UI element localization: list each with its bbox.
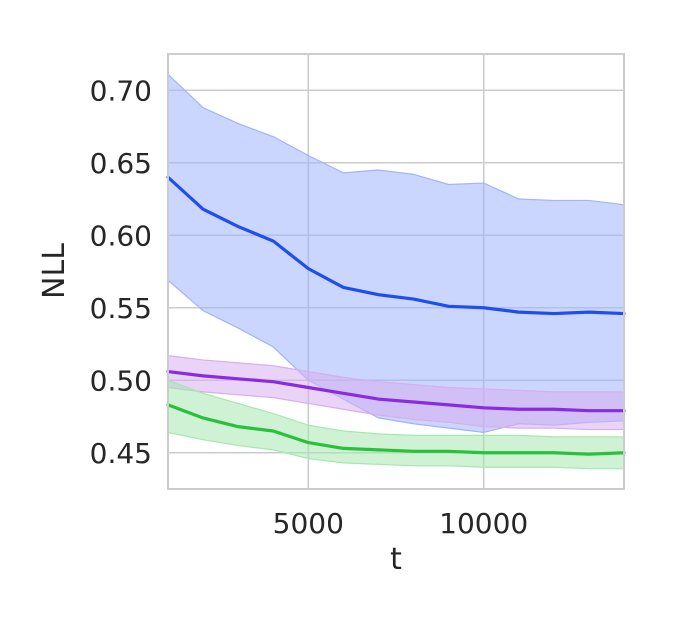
y-tick-label: 0.45	[90, 437, 152, 470]
y-tick-label: 0.50	[90, 364, 152, 397]
x-tick-label: 10000	[439, 507, 528, 540]
y-tick-label: 0.70	[90, 74, 152, 107]
y-tick-label: 0.55	[90, 292, 152, 325]
y-axis-label: NLL	[37, 243, 72, 299]
series-2-line	[166, 369, 626, 413]
x-axis-ticks: 5000 10000	[273, 507, 529, 540]
series-1-line	[166, 175, 626, 316]
x-axis-label: t	[390, 542, 402, 577]
series-3-line	[166, 403, 626, 456]
x-tick-label: 5000	[273, 507, 344, 540]
plot-area	[166, 53, 626, 490]
y-tick-label: 0.60	[90, 219, 152, 252]
y-axis-ticks: 0.45 0.50 0.55 0.60 0.65 0.70	[90, 74, 152, 470]
y-tick-label: 0.65	[90, 147, 152, 180]
plot-frame	[167, 53, 625, 490]
